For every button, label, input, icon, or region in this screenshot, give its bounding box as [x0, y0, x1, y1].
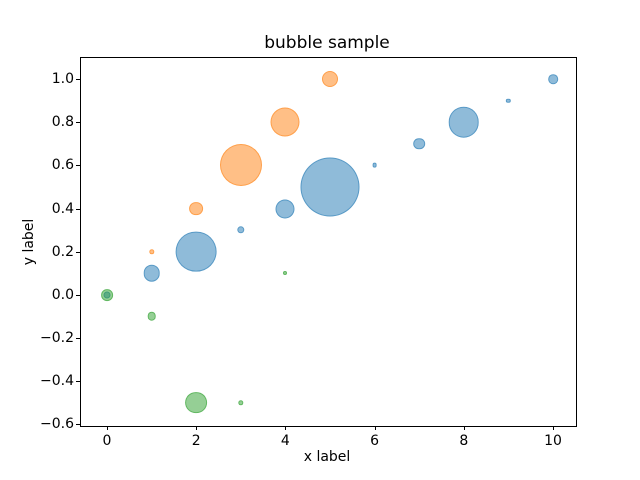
bubble-point: [270, 107, 300, 137]
bubble-point: [448, 106, 480, 138]
y-tick-mark: [76, 122, 80, 124]
chart-title: bubble sample: [264, 33, 390, 53]
y-tick-mark: [76, 208, 80, 210]
x-tick-label: 4: [280, 433, 290, 449]
y-tick-mark: [76, 165, 80, 167]
x-tick-mark: [553, 426, 554, 430]
bubble-point: [283, 271, 288, 276]
y-tick-label: 1.0: [51, 71, 74, 88]
x-tick-label: 8: [459, 433, 469, 449]
x-tick-mark: [107, 426, 108, 430]
y-tick-label: −0.4: [40, 373, 74, 390]
x-tick-mark: [374, 426, 376, 430]
y-tick-label: 0.2: [51, 243, 74, 260]
y-tick-label: 0.8: [51, 114, 74, 131]
y-tick-label: 0.6: [51, 157, 74, 174]
x-tick-label: 2: [191, 433, 201, 449]
bubble-point: [275, 199, 295, 219]
y-tick-label: 0.4: [51, 200, 74, 217]
x-tick-label: 0: [102, 433, 112, 449]
bubble-point: [548, 74, 558, 84]
bubble-point: [238, 399, 244, 406]
bubble-point: [185, 391, 208, 414]
bubble-point: [143, 264, 160, 282]
bubble-point: [506, 98, 511, 103]
y-tick-mark: [76, 251, 80, 253]
x-tick-mark: [196, 426, 198, 430]
y-tick-mark: [76, 79, 80, 81]
bubble-point: [175, 231, 217, 273]
x-tick-label: 6: [370, 433, 380, 449]
bubble-point: [322, 71, 338, 88]
bubble-point: [148, 248, 155, 255]
y-tick-mark: [76, 381, 80, 383]
x-tick-mark: [463, 426, 465, 430]
bubble-point: [237, 226, 245, 234]
bubble-point: [219, 144, 262, 187]
y-tick-label: 0.0: [51, 286, 74, 303]
x-tick-mark: [285, 426, 287, 430]
y-tick-mark: [76, 424, 80, 426]
y-tick-mark: [76, 337, 80, 339]
y-tick-label: −0.2: [40, 329, 74, 346]
bubble-point: [372, 162, 377, 168]
bubble-point: [300, 157, 360, 217]
plot-area: [80, 57, 577, 427]
bubble-point: [413, 138, 425, 150]
x-tick-label: 10: [544, 433, 562, 449]
x-axis-label: x label: [303, 449, 351, 465]
y-tick-label: −0.6: [40, 416, 74, 433]
y-tick-mark: [76, 294, 80, 296]
bubble-point: [147, 312, 156, 321]
y-axis-label: y label: [21, 218, 37, 266]
bubble-point: [189, 201, 204, 216]
bubble-point: [101, 288, 113, 301]
